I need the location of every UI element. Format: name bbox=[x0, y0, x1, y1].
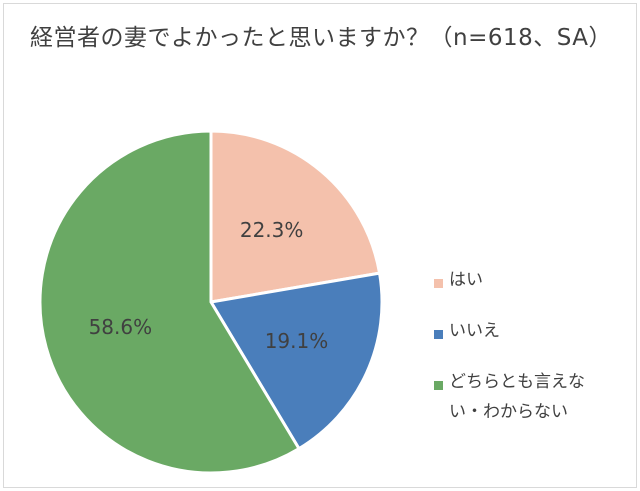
pie-slice-2 bbox=[208, 271, 384, 451]
legend-item-1: はい bbox=[434, 270, 599, 295]
legend-label-2: いいえ bbox=[449, 321, 500, 341]
pie-slice-3 bbox=[38, 129, 302, 475]
legend-item-3: どちらとも言えない・わからない bbox=[434, 372, 599, 427]
legend-swatch-1 bbox=[434, 279, 443, 288]
legend-swatch-2 bbox=[434, 330, 443, 339]
chart-frame: 経営者の妻でよかったと思いますか？（n=618、SA） 22.3% 19.1% 58… bbox=[3, 3, 637, 488]
legend-swatch-3 bbox=[434, 381, 443, 390]
data-label-2: 19.1% bbox=[265, 329, 329, 353]
chart-title: 経営者の妻でよかったと思いますか？（n=618、SA） bbox=[30, 25, 613, 51]
pie-chart: 22.3% 19.1% 58.6% bbox=[38, 129, 384, 475]
legend-item-2: いいえ bbox=[434, 321, 599, 346]
data-label-3: 58.6% bbox=[89, 315, 153, 339]
legend: はいいいえどちらとも言えない・わからない bbox=[434, 270, 599, 455]
data-label-1: 22.3% bbox=[240, 218, 304, 242]
legend-label-1: はい bbox=[449, 270, 483, 290]
legend-label-3: どちらとも言えない・わからない bbox=[449, 372, 585, 422]
pie-slice-1 bbox=[209, 129, 382, 304]
